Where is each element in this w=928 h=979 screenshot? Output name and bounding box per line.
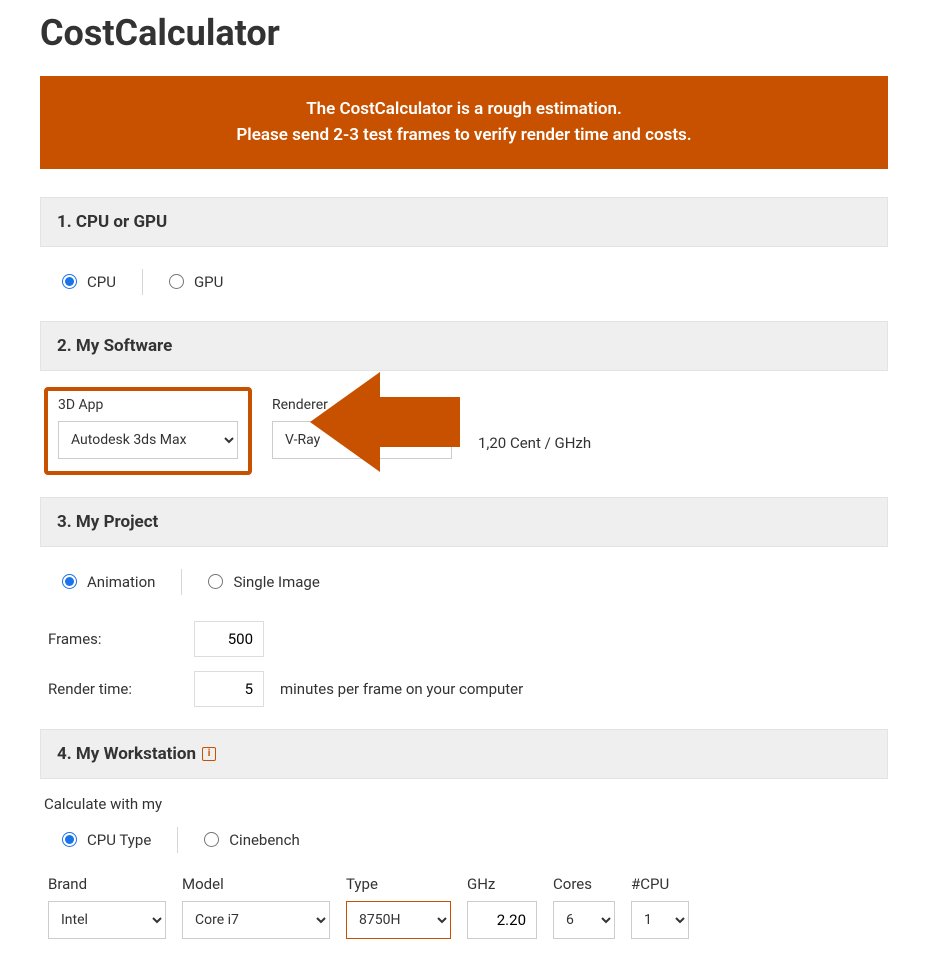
type-col: Type 8750H xyxy=(346,875,451,939)
single-image-radio[interactable] xyxy=(208,574,223,589)
model-head: Model xyxy=(182,875,330,893)
single-image-option[interactable]: Single Image xyxy=(208,573,345,591)
project-type-row: Animation Single Image xyxy=(40,563,888,601)
cores-col: Cores 6 xyxy=(553,875,615,939)
model-col: Model Core i7 xyxy=(182,875,330,939)
calc-mode-row: CPU Type Cinebench xyxy=(40,821,888,859)
animation-label: Animation xyxy=(87,573,155,591)
brand-head: Brand xyxy=(48,875,166,893)
ghz-col: GHz xyxy=(467,875,537,939)
frames-row: Frames: xyxy=(40,621,888,657)
cinebench-option[interactable]: Cinebench xyxy=(204,831,325,849)
app-select[interactable]: Autodesk 3ds Max xyxy=(58,421,238,459)
app-label: 3D App xyxy=(58,397,238,413)
cpu-label: CPU xyxy=(87,273,116,291)
renderer-group: Renderer V-Ray xyxy=(272,387,452,459)
rendertime-suffix: minutes per frame on your computer xyxy=(280,680,523,698)
renderer-label: Renderer xyxy=(272,397,452,413)
cores-head: Cores xyxy=(553,875,615,893)
cpu-gpu-row: CPU GPU xyxy=(40,263,888,301)
cpu-select[interactable]: 1 xyxy=(631,901,689,939)
section-1-heading: 1. CPU or GPU xyxy=(40,197,888,247)
price-text: 1,20 Cent / GHzh xyxy=(478,434,591,452)
cpu-option[interactable]: CPU xyxy=(62,269,143,295)
section-2-heading: 2. My Software xyxy=(40,321,888,371)
single-image-label: Single Image xyxy=(233,573,319,591)
frames-label: Frames: xyxy=(48,630,178,648)
model-select[interactable]: Core i7 xyxy=(182,901,330,939)
brand-select[interactable]: Intel xyxy=(48,901,166,939)
rendertime-input[interactable] xyxy=(194,671,264,707)
info-banner: The CostCalculator is a rough estimation… xyxy=(40,76,888,169)
type-select[interactable]: 8750H xyxy=(346,901,451,939)
cpu-col: #CPU 1 xyxy=(631,875,689,939)
banner-line-1: The CostCalculator is a rough estimation… xyxy=(60,96,868,122)
gpu-label: GPU xyxy=(194,273,223,291)
software-row: 3D App Autodesk 3ds Max Renderer V-Ray 1… xyxy=(40,387,888,475)
brand-col: Brand Intel xyxy=(48,875,166,939)
rendertime-label: Render time: xyxy=(48,680,178,698)
ghz-input[interactable] xyxy=(467,901,537,939)
workstation-columns: Brand Intel Model Core i7 Type 8750H GHz… xyxy=(40,875,888,939)
frames-input[interactable] xyxy=(194,621,264,657)
gpu-option[interactable]: GPU xyxy=(169,273,249,291)
cinebench-label: Cinebench xyxy=(229,831,299,849)
cputype-label: CPU Type xyxy=(87,831,151,849)
ghz-head: GHz xyxy=(467,875,537,893)
gpu-radio[interactable] xyxy=(169,274,184,289)
section-4-heading: 4. My Workstation i xyxy=(40,729,888,779)
cpu-head: #CPU xyxy=(631,875,689,893)
page-title: CostCalculator xyxy=(40,12,888,54)
animation-option[interactable]: Animation xyxy=(62,569,182,595)
banner-line-2: Please send 2-3 test frames to verify re… xyxy=(60,122,868,148)
info-icon[interactable]: i xyxy=(202,747,216,761)
rendertime-row: Render time: minutes per frame on your c… xyxy=(40,671,888,707)
renderer-select[interactable]: V-Ray xyxy=(272,421,452,459)
section-4-heading-text: 4. My Workstation xyxy=(57,744,196,764)
type-head: Type xyxy=(346,875,451,893)
cores-select[interactable]: 6 xyxy=(553,901,615,939)
cpu-radio[interactable] xyxy=(62,274,77,289)
animation-radio[interactable] xyxy=(62,574,77,589)
cputype-option[interactable]: CPU Type xyxy=(62,827,178,853)
calculate-with-label: Calculate with my xyxy=(40,795,888,813)
cinebench-radio[interactable] xyxy=(204,832,219,847)
app-group-highlight: 3D App Autodesk 3ds Max xyxy=(44,387,252,475)
section-3-heading: 3. My Project xyxy=(40,497,888,547)
cputype-radio[interactable] xyxy=(62,832,77,847)
